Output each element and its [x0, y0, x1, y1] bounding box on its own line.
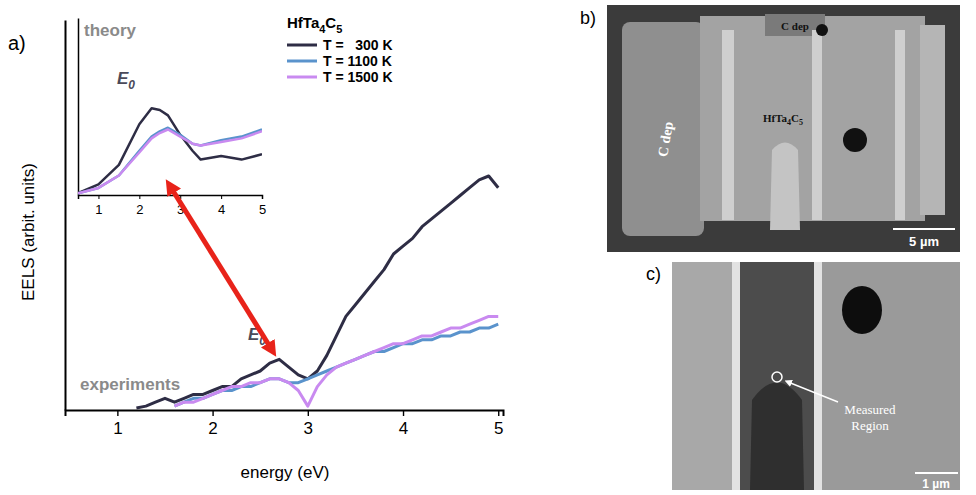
legend-label: T = 1100 K: [323, 53, 392, 69]
x-tick-label: 2: [136, 202, 143, 217]
x-tick-mark: [498, 410, 499, 416]
image-label: HfTa4C5: [763, 112, 803, 127]
panel-letter: c): [646, 264, 661, 284]
x-tick: 1: [113, 410, 122, 438]
panel-letter: b): [580, 8, 596, 28]
plot-lines: [136, 176, 498, 408]
y-axis-title: EELS (arbit. units): [19, 163, 38, 301]
x-tick-label: 3: [304, 419, 313, 438]
annotation: experiments: [80, 375, 180, 394]
legend-label: T = 300 K: [323, 37, 393, 53]
annotation: theory: [84, 21, 137, 40]
x-tick-mark: [98, 195, 99, 199]
x-axis: 1 2 3 4 5: [66, 410, 504, 438]
series-line: [175, 316, 499, 406]
legend-swatch: [287, 60, 317, 63]
pointer-arrow: [788, 382, 838, 402]
image-label: C dep: [781, 20, 809, 32]
series-line: [78, 130, 262, 194]
x-tick: 5: [494, 410, 503, 438]
y-axis-line: [78, 19, 80, 196]
legend: HfTa4C5 T = 300 KT = 1100 KT = 1500 K: [287, 14, 393, 85]
x-tick: 5: [259, 195, 266, 217]
figure: 1 2 3 4 5 energy (eV) EELS (arbit. units) a) exp…: [0, 0, 976, 495]
x-tick-mark: [212, 410, 213, 416]
y-axis: [78, 19, 79, 196]
annotation: E0: [117, 69, 135, 92]
legend-title: HfTa4C5: [287, 14, 342, 35]
x-tick: 1: [95, 195, 102, 217]
x-tick-mark: [221, 195, 222, 199]
x-tick: 4: [399, 410, 408, 438]
x-tick: 3: [304, 410, 313, 438]
x-tick-label: 4: [218, 202, 225, 217]
scale-bar-label: 1 µm: [922, 477, 950, 491]
scale-bar: [893, 228, 955, 230]
y-axis-line: [65, 21, 67, 411]
plot-lines: [78, 108, 262, 193]
legend-swatch: [287, 44, 317, 47]
sem-image-c: [672, 262, 960, 490]
x-tick-mark: [308, 410, 309, 416]
x-tick-mark: [139, 195, 140, 199]
scale-bar-label: 5 µm: [909, 234, 939, 249]
x-tick-mark: [262, 195, 263, 199]
y-axis: [65, 21, 66, 411]
series-line: [78, 108, 262, 193]
image-label: C dep: [655, 120, 676, 158]
series-line: [136, 176, 498, 408]
scale-bar: [915, 472, 958, 474]
x-axis-line: [79, 196, 263, 200]
arrow: [170, 186, 272, 350]
x-tick-label: 2: [208, 419, 217, 438]
x-tick-mark: [117, 410, 118, 416]
x-tick: 4: [218, 195, 225, 217]
x-tick-mark: [403, 410, 404, 416]
x-tick: 2: [208, 410, 217, 438]
x-tick-label: 4: [399, 419, 408, 438]
legend-label: T = 1500 K: [323, 69, 393, 85]
x-axis-line: [66, 411, 504, 417]
legend-swatch: [287, 76, 317, 79]
x-axis: 12345: [79, 195, 267, 217]
image-label: MeasuredRegion: [844, 402, 896, 433]
panel-letter: a): [8, 32, 26, 54]
sem-image-b: [607, 5, 960, 252]
series-line: [175, 324, 499, 406]
x-axis-title: energy (eV): [241, 463, 330, 482]
x-tick-label: 5: [494, 419, 503, 438]
x-tick: 2: [136, 195, 143, 217]
series-line: [78, 128, 262, 193]
x-tick-label: 1: [113, 419, 122, 438]
x-tick-label: 1: [95, 202, 102, 217]
x-tick-label: 5: [259, 202, 266, 217]
